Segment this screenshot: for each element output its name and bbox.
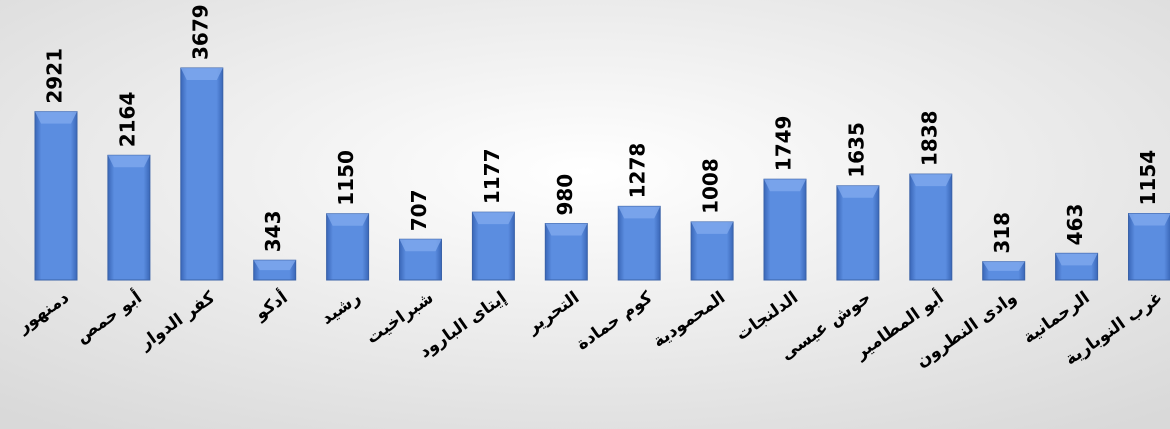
value-label: 1749 <box>772 116 796 172</box>
value-label: 1838 <box>917 110 941 166</box>
bar-bevel <box>107 155 150 168</box>
bar-bevel <box>253 260 296 271</box>
bar-bevel <box>1128 213 1170 226</box>
value-label: 1278 <box>626 143 650 199</box>
bar-bevel <box>982 261 1025 271</box>
bar <box>180 67 224 281</box>
bar-bevel <box>1055 253 1098 266</box>
value-label: 2921 <box>43 48 67 104</box>
value-label: 463 <box>1063 204 1087 246</box>
bar <box>909 173 953 281</box>
value-label: 1635 <box>844 122 868 178</box>
bar <box>836 185 880 281</box>
bar-bevel <box>180 68 223 80</box>
value-label: 980 <box>553 174 577 216</box>
bar-bevel <box>764 179 806 192</box>
value-label: 1177 <box>480 149 504 205</box>
bar-bevel <box>399 239 442 252</box>
value-label: 1008 <box>699 158 723 214</box>
value-label: 707 <box>407 190 431 232</box>
bar <box>107 154 151 281</box>
bar-bevel <box>35 111 77 124</box>
bar <box>763 178 807 281</box>
value-label: 1154 <box>1136 150 1160 206</box>
bar-bevel <box>326 213 369 226</box>
bar-bevel <box>545 223 588 236</box>
value-label: 1150 <box>334 150 358 206</box>
bar-bevel <box>909 174 952 187</box>
bar-bevel <box>836 185 879 198</box>
bar-bevel <box>691 221 734 234</box>
value-label: 318 <box>990 212 1014 254</box>
bar-bevel <box>472 212 515 225</box>
bar-bevel <box>618 206 661 219</box>
value-label: 2164 <box>115 92 139 148</box>
value-label: 343 <box>261 210 285 252</box>
value-label: 3679 <box>188 4 212 60</box>
bar <box>34 111 78 281</box>
